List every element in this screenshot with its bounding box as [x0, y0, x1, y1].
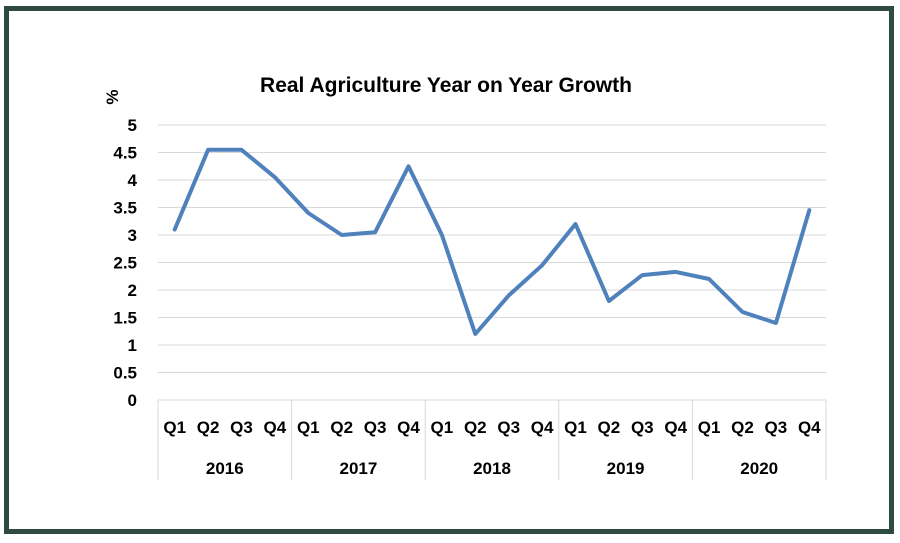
chart-frame: [4, 6, 894, 534]
x-tick-label: Q2: [731, 418, 754, 437]
x-tick-label: Q2: [464, 418, 487, 437]
x-tick-label: Q1: [431, 418, 454, 437]
y-tick-labels: 0 0.5 1 1.5 2 2.5 3 3.5 4 4.5 5: [113, 116, 137, 410]
x-tick-label: Q3: [497, 418, 520, 437]
year-label: 2020: [740, 459, 778, 478]
x-axis: Q1 Q2 Q3 Q4 Q1 Q2 Q3 Q4 Q1 Q2 Q3 Q4 Q1 Q2 Q3 Q4 Q1 Q2 Q3 Q4…: [157, 400, 827, 480]
year-label: 2016: [206, 459, 244, 478]
year-label: 2019: [607, 459, 645, 478]
x-tick-label: Q4: [397, 418, 420, 437]
y-tick-label: 0: [128, 391, 137, 410]
y-tick-label: 1.5: [113, 309, 137, 328]
y-tick-label: 4: [128, 171, 138, 190]
x-tick-label: Q1: [564, 418, 587, 437]
y-axis-label: %: [103, 89, 122, 104]
x-tick-label: Q4: [531, 418, 554, 437]
x-tick-label: Q1: [163, 418, 186, 437]
y-tick-label: 3.5: [113, 199, 137, 218]
x-tick-label: Q3: [230, 418, 253, 437]
x-tick-label: Q3: [765, 418, 788, 437]
year-label: 2017: [339, 459, 377, 478]
series-line: [172, 147, 812, 336]
y-tick-label: 1: [128, 336, 137, 355]
x-tick-label: Q4: [664, 418, 687, 437]
chart-title: Real Agriculture Year on Year Growth: [260, 74, 632, 97]
x-tick-label: Q2: [330, 418, 353, 437]
y-tick-label: 5: [128, 116, 137, 135]
series-lines: [172, 147, 812, 336]
x-tick-label: Q4: [798, 418, 821, 437]
x-tick-label: Q1: [297, 418, 320, 437]
y-tick-label: 2.5: [113, 254, 137, 273]
gridlines: [158, 124, 826, 401]
x-tick-label: Q1: [698, 418, 721, 437]
y-tick-label: 4.5: [113, 144, 137, 163]
y-tick-label: 3: [128, 226, 137, 245]
x-tick-label: Q3: [631, 418, 654, 437]
y-tick-label: 0.5: [113, 364, 137, 383]
x-tick-label: Q4: [264, 418, 287, 437]
x-tick-label: Q3: [364, 418, 387, 437]
y-tick-label: 2: [128, 281, 137, 300]
x-tick-label: Q2: [197, 418, 220, 437]
year-label: 2018: [473, 459, 511, 478]
x-tick-label: Q2: [598, 418, 621, 437]
